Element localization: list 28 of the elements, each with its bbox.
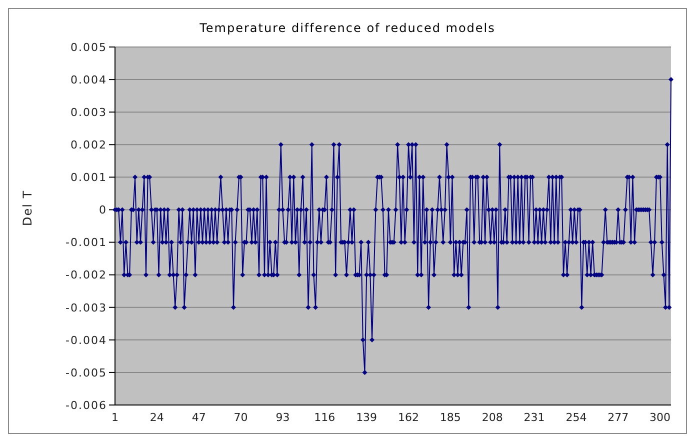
y-tick-label: 0.003 [70,106,107,119]
y-tick-label: -0.006 [66,398,107,412]
y-tick-label: -0.002 [66,268,107,282]
x-tick-label: 254 [566,410,587,424]
y-tick-label: 0.001 [70,171,107,184]
y-tick-label: -0.001 [66,236,107,250]
chart-title: Temperature difference of reduced models [198,21,496,35]
x-tick-label: 116 [314,410,336,424]
x-tick-label: 300 [650,410,671,424]
y-tick-label: -0.004 [66,334,107,347]
x-tick-label: 185 [440,410,461,424]
x-tick-label: 139 [356,410,378,424]
x-tick-label: 24 [150,410,164,424]
x-tick-label: 162 [398,410,419,424]
x-tick-label: 277 [608,410,629,424]
y-tick-label: -0.003 [66,301,107,314]
y-tick-label: 0.002 [70,138,107,152]
x-tick-label: 1 [112,410,118,424]
x-tick-label: 208 [482,410,503,424]
y-tick-label: 0.005 [70,40,107,54]
x-tick-label: 231 [524,410,545,424]
x-tick-label: 70 [234,410,248,424]
y-tick-label: 0 [99,204,107,217]
y-tick-label: 0.004 [70,73,107,86]
x-tick-label: 47 [192,410,206,424]
y-axis-title: Del T [20,190,34,226]
y-tick-label: -0.005 [66,366,107,380]
x-tick-label: 93 [276,410,290,424]
